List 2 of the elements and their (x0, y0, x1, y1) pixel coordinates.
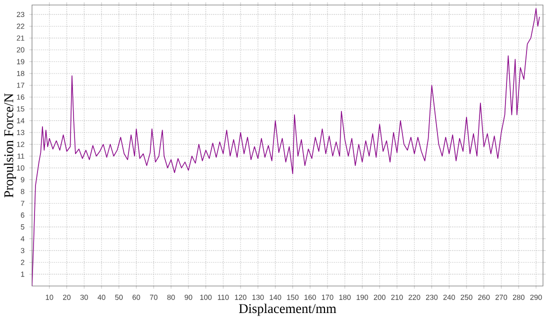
y-axis-title: Propulsion Force/N (4, 93, 16, 198)
x-axis-title: Displacement/mm (239, 304, 336, 316)
